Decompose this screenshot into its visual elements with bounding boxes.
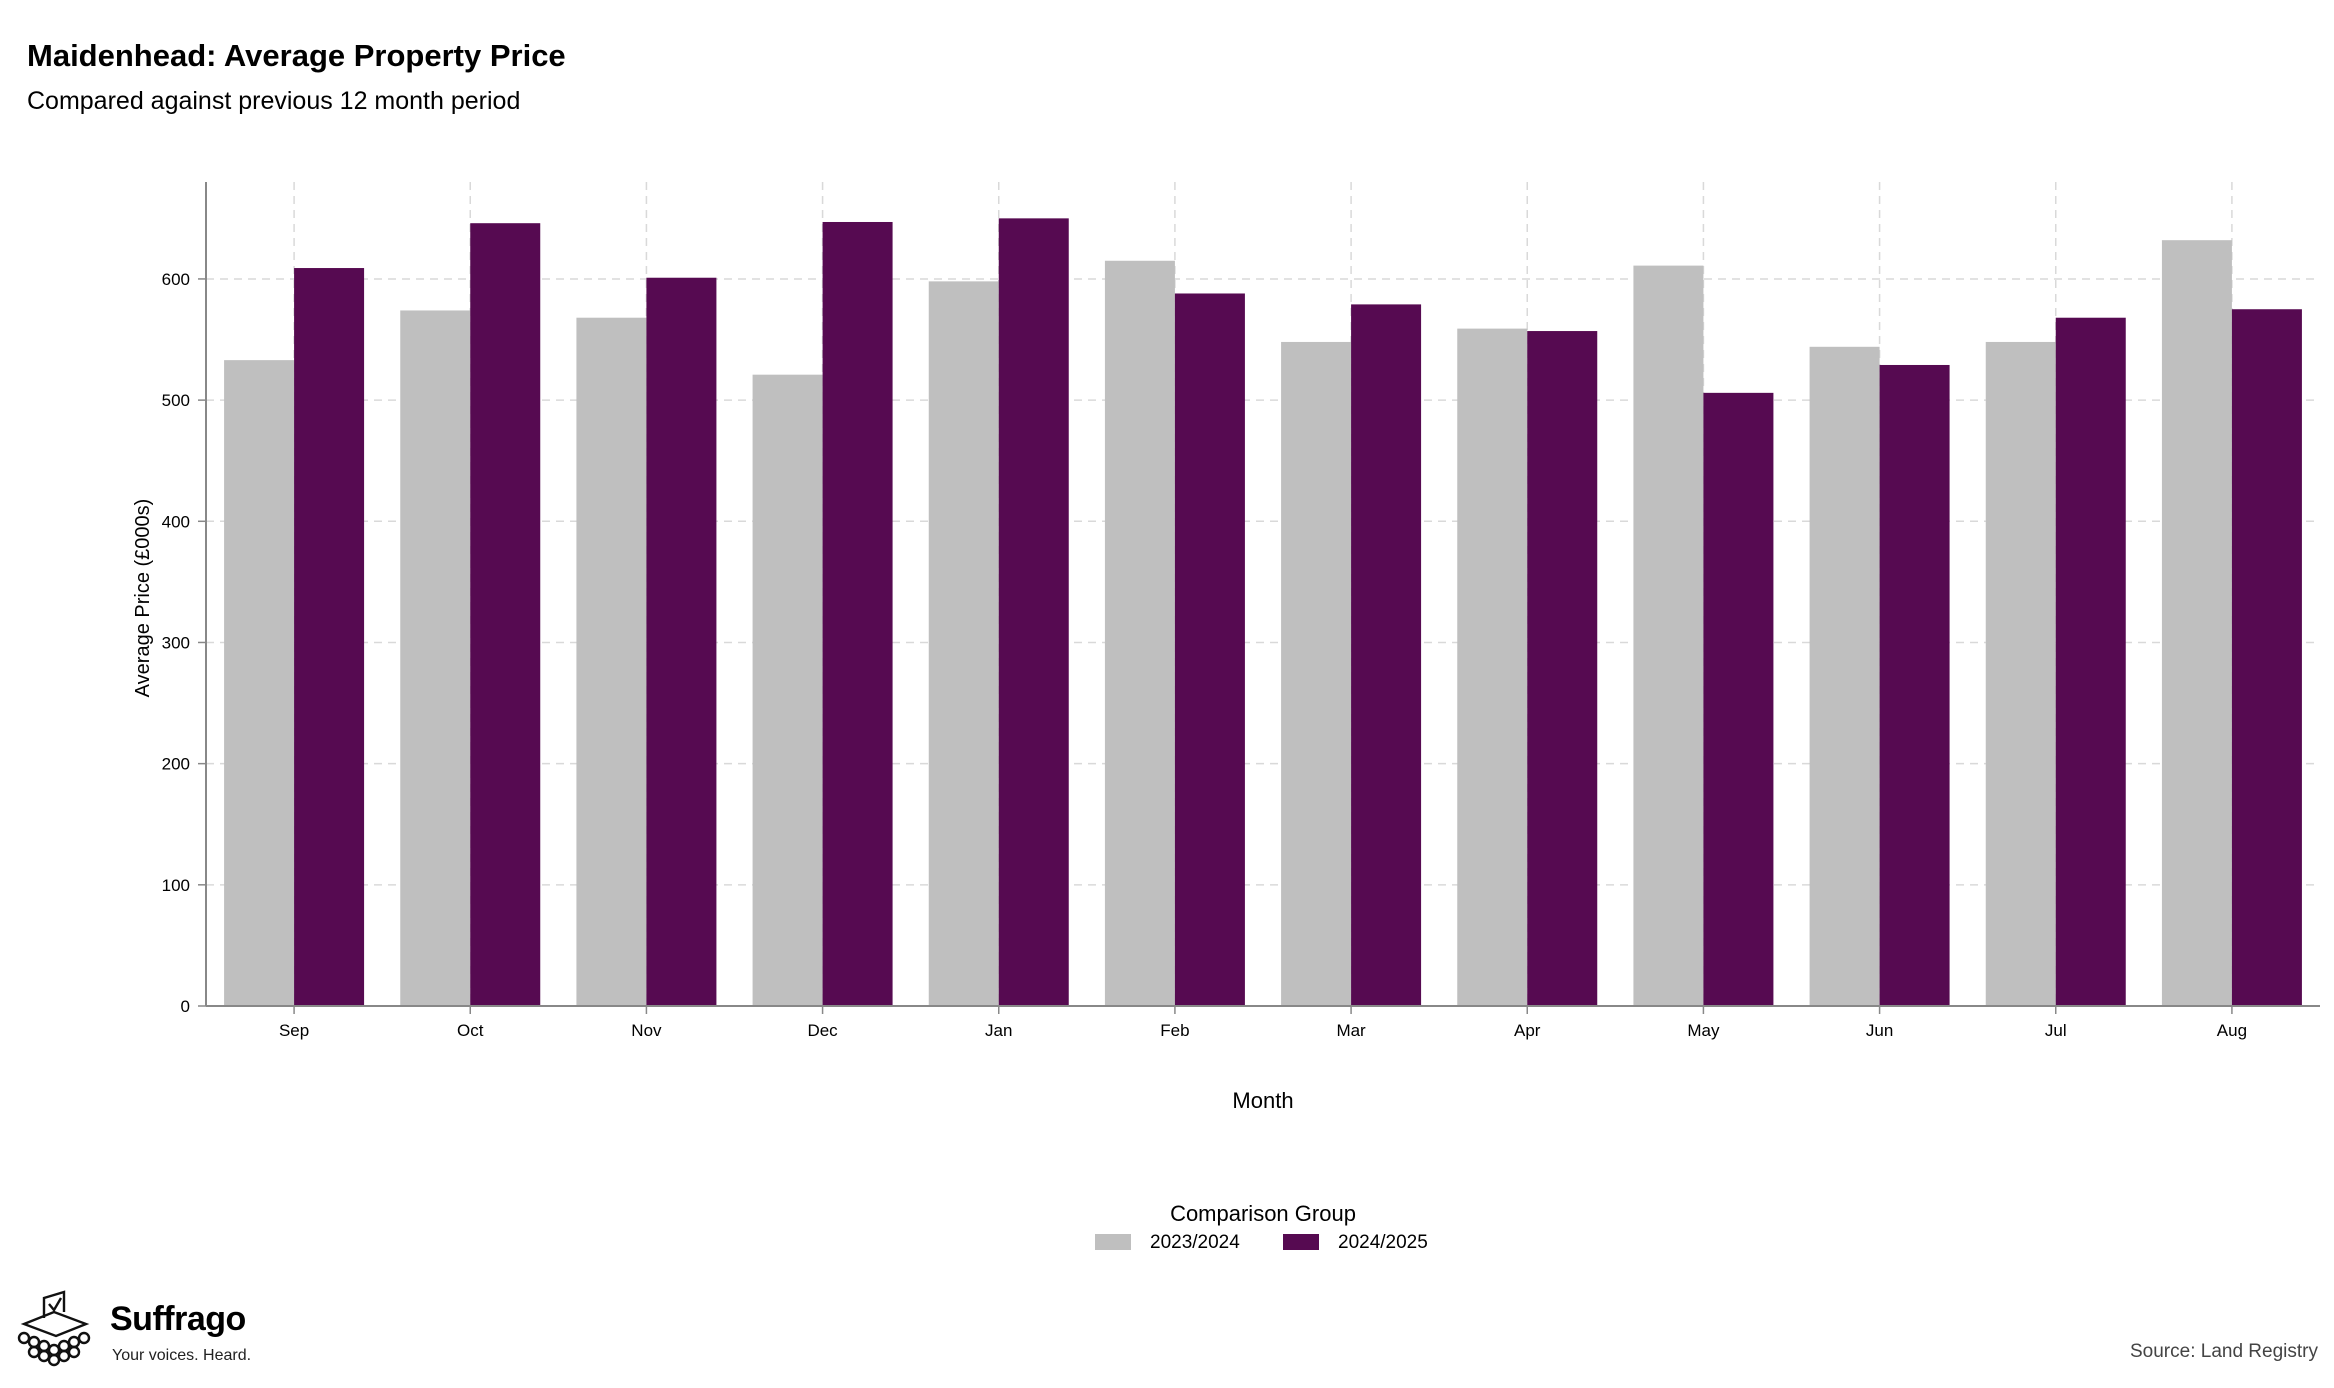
bar-2023-2024-may bbox=[1633, 265, 1704, 1006]
y-tick-label: 200 bbox=[162, 755, 190, 774]
x-tick-label-sep: Sep bbox=[279, 1021, 309, 1040]
x-tick-label-aug: Aug bbox=[2217, 1021, 2247, 1040]
bar-2024-2025-nov bbox=[646, 277, 717, 1007]
brand: Suffrago Your voices. Heard. bbox=[14, 1290, 274, 1380]
bar-2024-2025-sep bbox=[294, 268, 365, 1007]
bar-2024-2025-oct bbox=[470, 223, 541, 1006]
bar-2024-2025-mar bbox=[1351, 304, 1422, 1006]
x-tick-label-apr: Apr bbox=[1514, 1021, 1541, 1040]
brand-tagline: Your voices. Heard. bbox=[112, 1347, 252, 1364]
chart-subtitle: Compared against previous 12 month perio… bbox=[27, 87, 521, 115]
x-tick-label-jan: Jan bbox=[985, 1021, 1012, 1040]
y-tick-label: 300 bbox=[162, 633, 190, 652]
x-tick-label-oct: Oct bbox=[457, 1021, 484, 1040]
chart-title: Maidenhead: Average Property Price bbox=[27, 38, 566, 73]
legend: Comparison Group 2023/2024 2024/2025 bbox=[1095, 1201, 1428, 1253]
x-tick-label-jul: Jul bbox=[2045, 1021, 2067, 1040]
y-tick-labels: 0 100 200 300 400 500 600 bbox=[162, 270, 190, 1016]
y-tick-label: 0 bbox=[181, 997, 190, 1016]
x-tick-label-dec: Dec bbox=[807, 1021, 838, 1040]
brand-name: Suffrago bbox=[110, 1300, 246, 1338]
y-tick-label: 500 bbox=[162, 391, 190, 410]
bars bbox=[224, 218, 2302, 1007]
source-note: Source: Land Registry bbox=[2130, 1341, 2318, 1362]
axes bbox=[198, 182, 2320, 1014]
x-tick-label-jun: Jun bbox=[1866, 1021, 1893, 1040]
bar-2024-2025-may bbox=[1703, 392, 1774, 1006]
x-tick-label-may: May bbox=[1687, 1021, 1720, 1040]
bar-2023-2024-jun bbox=[1809, 346, 1880, 1006]
bar-2024-2025-jun bbox=[1879, 364, 1950, 1007]
bar-2024-2025-apr bbox=[1527, 331, 1598, 1006]
bar-2023-2024-apr bbox=[1457, 328, 1528, 1006]
y-tick-label: 100 bbox=[162, 876, 190, 895]
bar-2024-2025-jan bbox=[998, 218, 1069, 1007]
legend-title: Comparison Group bbox=[1170, 1201, 1356, 1226]
bar-2024-2025-dec bbox=[822, 221, 893, 1007]
bar-2023-2024-aug bbox=[2161, 240, 2232, 1007]
bar-2023-2024-jan bbox=[928, 281, 999, 1006]
bar-2024-2025-aug bbox=[2231, 309, 2302, 1006]
bar-2024-2025-jul bbox=[2055, 317, 2126, 1006]
bar-2023-2024-dec bbox=[752, 374, 823, 1006]
y-axis-label: Average Price (£000s) bbox=[132, 499, 154, 698]
bar-2023-2024-mar bbox=[1281, 341, 1352, 1006]
x-axis-label: Month bbox=[1232, 1088, 1293, 1113]
x-tick-labels: Sep Oct Nov Dec Jan Feb Mar Apr May Jun Jul Aug bbox=[279, 1021, 2247, 1040]
x-tick-label-nov: Nov bbox=[631, 1021, 662, 1040]
y-tick-label: 600 bbox=[162, 270, 190, 289]
x-tick-label-feb: Feb bbox=[1160, 1021, 1189, 1040]
legend-swatch-2024-2025 bbox=[1283, 1234, 1319, 1250]
x-tick-label-mar: Mar bbox=[1336, 1021, 1366, 1040]
y-tick-label: 400 bbox=[162, 512, 190, 531]
legend-label-2023-2024: 2023/2024 bbox=[1150, 1232, 1240, 1253]
bar-2023-2024-jul bbox=[1985, 341, 2056, 1006]
bar-2023-2024-oct bbox=[400, 310, 471, 1007]
legend-swatch-2023-2024 bbox=[1095, 1234, 1131, 1250]
legend-label-2024-2025: 2024/2025 bbox=[1338, 1232, 1428, 1253]
bar-2024-2025-feb bbox=[1174, 293, 1245, 1006]
bar-2023-2024-nov bbox=[576, 317, 647, 1006]
bar-2023-2024-sep bbox=[224, 360, 295, 1007]
bar-2023-2024-feb bbox=[1104, 260, 1175, 1006]
ballot-box-icon bbox=[17, 1290, 91, 1367]
